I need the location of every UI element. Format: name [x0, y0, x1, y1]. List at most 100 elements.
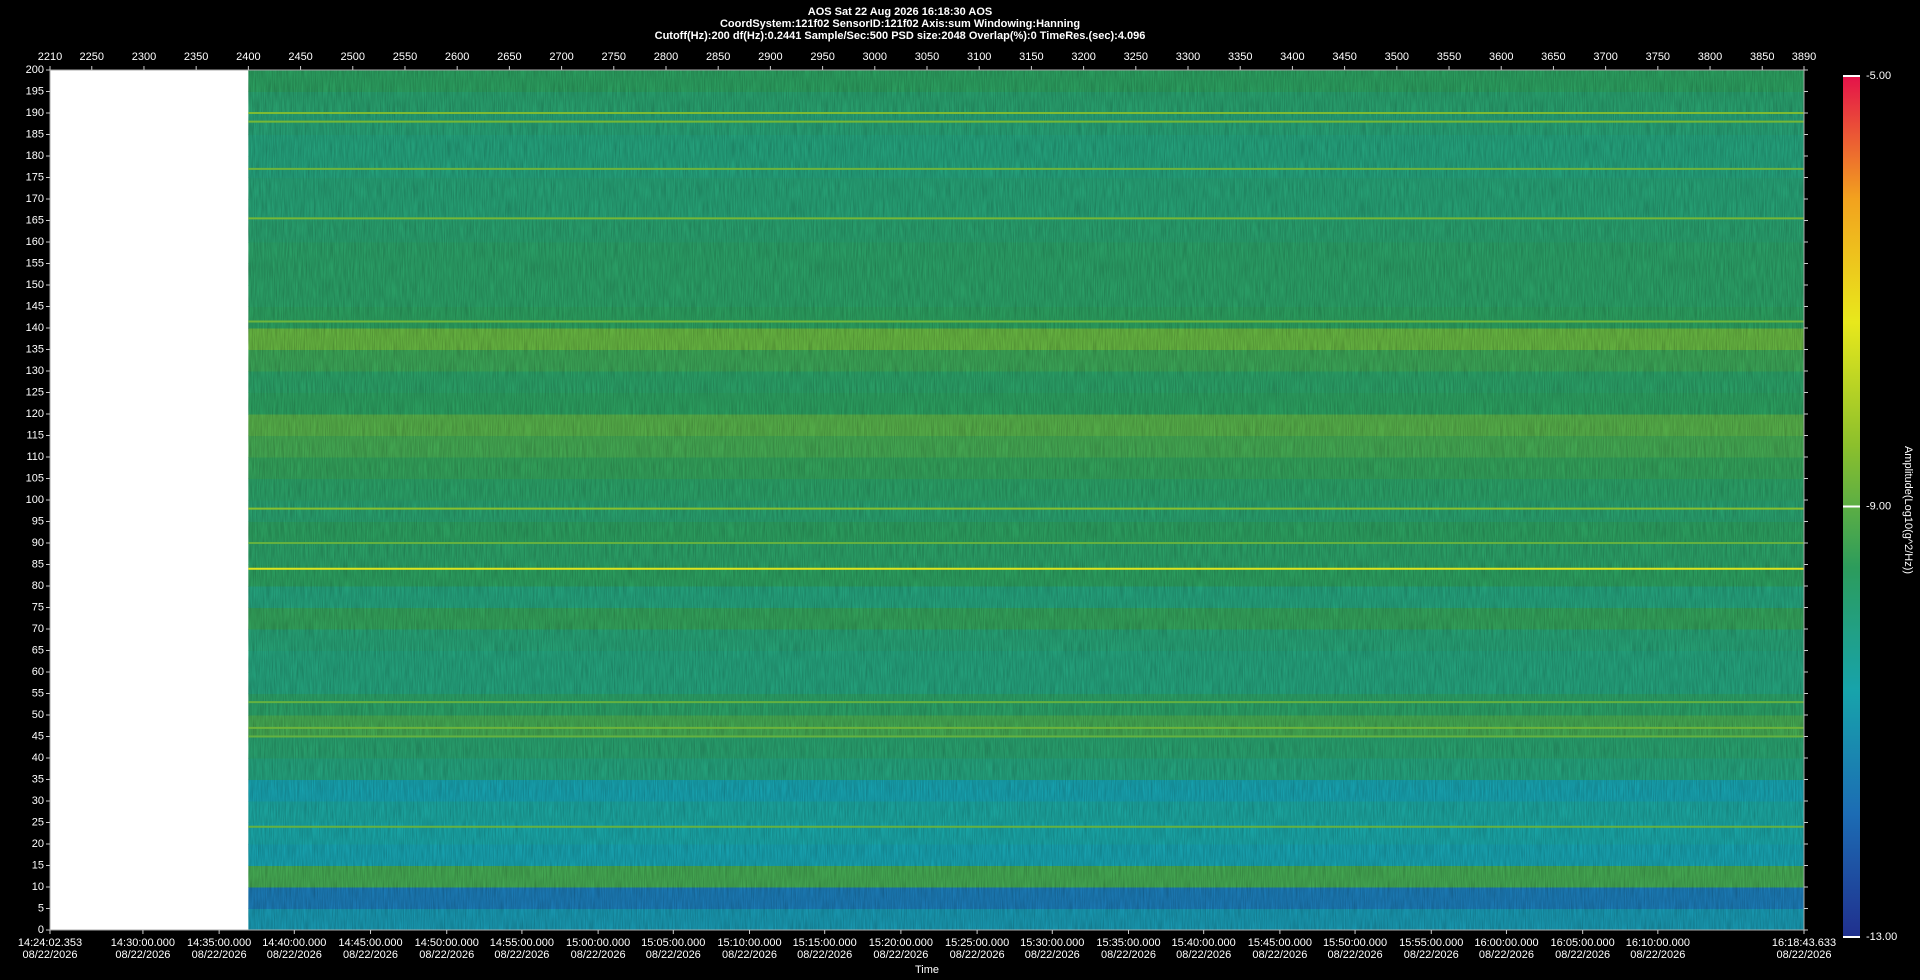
y-tick-label: 35	[32, 773, 44, 785]
time-tick-label: 15:00:00.000	[566, 937, 630, 949]
time-tick-label: 15:55:00.000	[1399, 937, 1463, 949]
y-tick-label: 140	[26, 322, 44, 334]
x-tick-label: 2210	[38, 51, 62, 63]
date-label: 08/22/2026	[950, 949, 1005, 961]
settings-line: Cutoff(Hz):200 df(Hz):0.2441 Sample/Sec:…	[655, 30, 1146, 42]
y-tick-label: 130	[26, 365, 44, 377]
y-tick-label: 165	[26, 214, 44, 226]
y-tick-label: 15	[32, 859, 44, 871]
time-tick-label: 14:45:00.000	[338, 937, 402, 949]
x-tick-label: 2550	[393, 51, 417, 63]
y-tick-label: 115	[26, 429, 44, 441]
y-tick-label: 155	[26, 257, 44, 269]
y-tick-label: 20	[32, 838, 44, 850]
date-label: 08/22/2026	[1328, 949, 1383, 961]
x-tick-label: 3500	[1385, 51, 1409, 63]
time-tick-label: 15:05:00.000	[641, 937, 705, 949]
date-label: 08/22/2026	[22, 949, 77, 961]
x-tick-label: 2700	[549, 51, 573, 63]
y-tick-label: 175	[26, 171, 44, 183]
x-tick-label: 3200	[1071, 51, 1095, 63]
x-tick-label: 3550	[1437, 51, 1461, 63]
y-tick-label: 160	[26, 236, 44, 248]
time-tick-label: 14:55:00.000	[490, 937, 554, 949]
x-tick-label: 2400	[236, 51, 260, 63]
y-tick-label: 50	[32, 709, 44, 721]
date-label: 08/22/2026	[343, 949, 398, 961]
colorbar-label: Amplitude(Log10(g^2/Hz))	[1902, 446, 1914, 574]
time-tick-label: 16:18:43.633	[1772, 937, 1836, 949]
time-tick-label: 14:50:00.000	[415, 937, 479, 949]
y-tick-label: 100	[26, 494, 44, 506]
y-tick-label: 190	[26, 107, 44, 119]
time-tick-label: 14:35:00.000	[187, 937, 251, 949]
time-tick-label: 16:10:00.000	[1626, 937, 1690, 949]
y-tick-label: 125	[26, 386, 44, 398]
x-tick-label: 3000	[863, 51, 887, 63]
date-label: 08/22/2026	[115, 949, 170, 961]
date-label: 08/22/2026	[1555, 949, 1610, 961]
y-tick-label: 60	[32, 666, 44, 678]
x-tick-label: 3050	[915, 51, 939, 63]
x-tick-label: 2300	[132, 51, 156, 63]
date-label: 08/22/2026	[873, 949, 928, 961]
y-tick-label: 0	[38, 924, 44, 936]
x-tick-label: 2450	[288, 51, 312, 63]
chart-subtitle: CoordSystem:121f02 SensorID:121f02 Axis:…	[720, 18, 1080, 30]
date-label: 08/22/2026	[646, 949, 701, 961]
y-tick-label: 65	[32, 644, 44, 656]
x-tick-label: 3150	[1019, 51, 1043, 63]
x-tick-label: 2900	[758, 51, 782, 63]
time-tick-label: 16:05:00.000	[1551, 937, 1615, 949]
y-tick-label: 120	[26, 408, 44, 420]
date-label: 08/22/2026	[419, 949, 474, 961]
x-tick-label: 2600	[445, 51, 469, 63]
time-tick-label: 15:15:00.000	[793, 937, 857, 949]
x-tick-label: 2650	[497, 51, 521, 63]
date-label: 08/22/2026	[722, 949, 777, 961]
y-tick-label: 80	[32, 580, 44, 592]
x-tick-label: 2250	[80, 51, 104, 63]
date-label: 08/22/2026	[494, 949, 549, 961]
texture	[248, 70, 1805, 930]
x-tick-label: 3300	[1176, 51, 1200, 63]
colorbar-tick-label: -5.00	[1866, 70, 1891, 82]
x-tick-label: 3750	[1646, 51, 1670, 63]
y-tick-label: 170	[26, 193, 44, 205]
date-label: 08/22/2026	[1479, 949, 1534, 961]
date-label: 08/22/2026	[571, 949, 626, 961]
x-tick-label: 3350	[1228, 51, 1252, 63]
y-tick-label: 40	[32, 752, 44, 764]
y-tick-label: 5	[38, 902, 44, 914]
colorbar-tick-label: -13.00	[1866, 931, 1897, 943]
y-tick-label: 110	[26, 451, 44, 463]
y-tick-label: 25	[32, 816, 44, 828]
y-tick-label: 185	[26, 128, 44, 140]
date-label: 08/22/2026	[1404, 949, 1459, 961]
x-tick-label: 3250	[1124, 51, 1148, 63]
y-tick-label: 70	[32, 623, 44, 635]
time-tick-label: 15:45:00.000	[1248, 937, 1312, 949]
time-tick-label: 15:35:00.000	[1096, 937, 1160, 949]
x-tick-label: 3650	[1541, 51, 1565, 63]
x-tick-label: 2750	[602, 51, 626, 63]
x-tick-label: 3800	[1698, 51, 1722, 63]
time-tick-label: 14:40:00.000	[262, 937, 326, 949]
time-tick-label: 15:40:00.000	[1172, 937, 1236, 949]
colorbar-tick-label: -9.00	[1866, 500, 1891, 512]
time-tick-label: 14:30:00.000	[111, 937, 175, 949]
x-tick-label: 2950	[810, 51, 834, 63]
x-tick-label: 2850	[706, 51, 730, 63]
date-label: 08/22/2026	[1776, 949, 1831, 961]
x-tick-label: 3100	[967, 51, 991, 63]
date-label: 08/22/2026	[192, 949, 247, 961]
y-tick-label: 150	[26, 279, 44, 291]
y-tick-label: 135	[26, 343, 44, 355]
date-label: 08/22/2026	[1252, 949, 1307, 961]
y-tick-label: 145	[26, 300, 44, 312]
date-label: 08/22/2026	[1176, 949, 1231, 961]
y-tick-label: 75	[32, 601, 44, 613]
x-axis-label: Time	[915, 964, 939, 976]
y-tick-label: 95	[32, 515, 44, 527]
